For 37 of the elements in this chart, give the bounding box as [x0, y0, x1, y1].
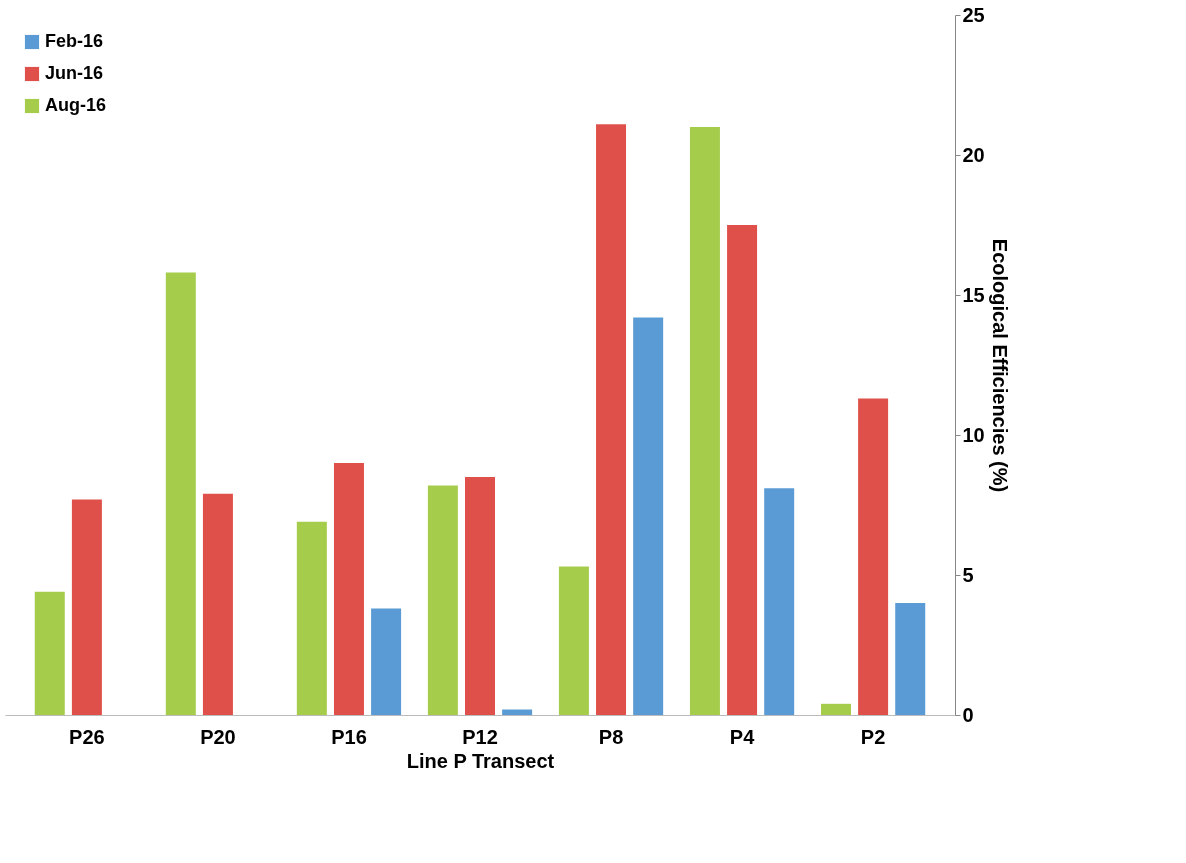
bar: [633, 317, 664, 715]
y-tick-label: 0: [962, 703, 974, 726]
bar: [371, 608, 402, 715]
x-tick-label: P16: [331, 725, 367, 748]
bar: [895, 603, 926, 715]
bar: [764, 488, 795, 715]
bar: [71, 499, 102, 715]
bar: [558, 566, 589, 715]
x-axis-title: Line P Transect: [406, 749, 555, 772]
bar: [427, 485, 458, 715]
bar: [820, 703, 851, 715]
y-tick-label: 20: [962, 143, 985, 166]
bar: [202, 493, 233, 715]
x-tick-label: P20: [200, 725, 236, 748]
y-tick-label: 25: [962, 3, 985, 26]
x-tick-label: P4: [729, 725, 756, 748]
bar: [165, 272, 196, 715]
bar: [333, 463, 364, 715]
legend-label: Aug-16: [45, 95, 107, 115]
bar: [296, 521, 327, 715]
y-tick-label: 5: [962, 563, 974, 586]
legend-label: Feb-16: [45, 31, 104, 51]
bar: [727, 225, 758, 715]
y-axis-title: Ecological Efficiencies (%): [988, 238, 1011, 493]
bar: [34, 591, 65, 715]
x-tick-label: P12: [462, 725, 498, 748]
bar: [596, 124, 627, 715]
bar: [502, 709, 533, 715]
bar: [858, 398, 889, 715]
x-tick-label: P2: [860, 725, 886, 748]
bar: [465, 477, 495, 715]
bar: [689, 127, 720, 715]
y-tick-label: 10: [962, 423, 985, 446]
x-tick-label: P8: [598, 725, 624, 748]
legend-label: Jun-16: [45, 63, 104, 83]
x-tick-label: P26: [69, 725, 105, 748]
y-tick-label: 15: [962, 283, 985, 306]
